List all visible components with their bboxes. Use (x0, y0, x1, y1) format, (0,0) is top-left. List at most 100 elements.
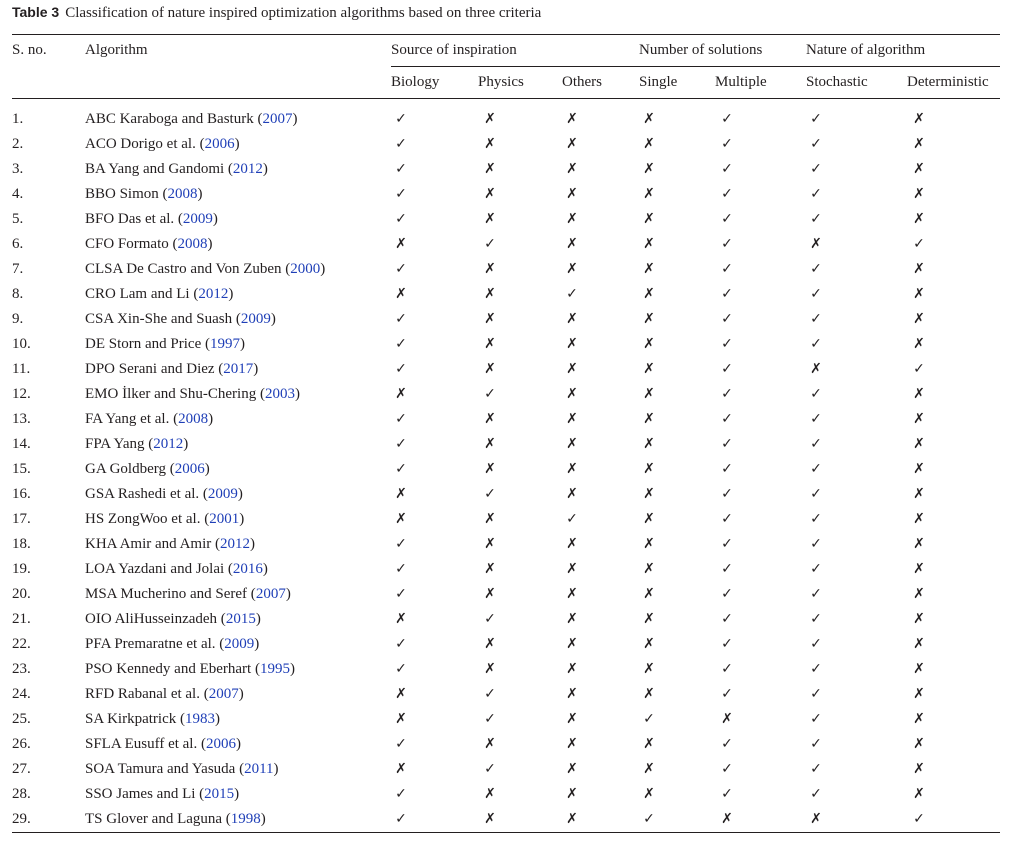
cell-stochastic: ✗ (806, 232, 907, 257)
cell-physics: ✓ (478, 232, 562, 257)
cell-deterministic: ✗ (907, 432, 1000, 457)
citation-year-link[interactable]: 2006 (204, 136, 235, 152)
citation-year-link[interactable]: 1995 (259, 661, 290, 677)
cell-stochastic: ✗ (806, 357, 907, 382)
citation-year-link[interactable]: 1983 (184, 711, 215, 727)
citation-year-link[interactable]: 2012 (232, 161, 263, 177)
cell-multiple: ✓ (715, 307, 806, 332)
citation-year-link[interactable]: 2012 (198, 286, 229, 302)
check-mark-icon: ✓ (395, 186, 407, 202)
algorithm-cell: ACO Dorigo et al. (2006) (85, 132, 391, 157)
cell-multiple: ✓ (715, 607, 806, 632)
table-row: 8. CRO Lam and Li (2012) ✗ ✗ ✓ ✗ ✓ ✓ ✗ (12, 282, 1000, 307)
cross-mark-icon: ✗ (484, 636, 496, 652)
row-number: 11. (12, 361, 31, 377)
cell-deterministic: ✗ (907, 707, 1000, 732)
citation-year-link[interactable]: 2011 (244, 761, 274, 777)
cell-multiple: ✓ (715, 457, 806, 482)
cross-mark-icon: ✗ (484, 361, 496, 377)
citation-year-link[interactable]: 2016 (232, 561, 263, 577)
check-mark-icon: ✓ (395, 736, 407, 752)
row-number: 7. (12, 261, 24, 277)
algorithm-name: SSO James and Li ( (85, 786, 205, 802)
cross-mark-icon: ✗ (913, 261, 925, 277)
cell-stochastic: ✓ (806, 582, 907, 607)
algorithm-cell: ABC Karaboga and Basturk (2007) (85, 99, 391, 133)
algorithm-cell: DPO Serani and Diez (2017) (85, 357, 391, 382)
cross-mark-icon: ✗ (484, 311, 496, 327)
citation-year-link[interactable]: 2008 (177, 236, 208, 252)
algorithm-cell: BFO Das et al. (2009) (85, 207, 391, 232)
table-label: Table 3 (12, 4, 60, 20)
citation-year-link[interactable]: 2009 (240, 311, 271, 327)
citation-year-link[interactable]: 2006 (174, 461, 205, 477)
citation-year-link[interactable]: 2006 (205, 736, 236, 752)
citation-year-link[interactable]: 2007 (208, 686, 239, 702)
citation-close: ) (262, 161, 268, 177)
cross-mark-icon: ✗ (643, 586, 655, 602)
table-row: 20. MSA Mucherino and Seref (2007) ✓ ✗ ✗ ✗ ✓ ✓ ✗ (12, 582, 1000, 607)
table-row: 4. BBO Simon (2008) ✓ ✗ ✗ ✗ ✓ ✓ ✗ (12, 182, 1000, 207)
citation-year-link[interactable]: 2001 (209, 511, 240, 527)
check-mark-icon: ✓ (721, 636, 733, 652)
cross-mark-icon: ✗ (566, 561, 578, 577)
algorithm-name: DPO Serani and Diez ( (85, 361, 224, 377)
check-mark-icon: ✓ (395, 561, 407, 577)
cell-multiple: ✓ (715, 382, 806, 407)
table-row: 10. DE Storn and Price (1997) ✓ ✗ ✗ ✗ ✓ ✓ ✗ (12, 332, 1000, 357)
citation-year-link[interactable]: 1998 (230, 811, 261, 827)
check-mark-icon: ✓ (810, 586, 822, 602)
citation-year-link[interactable]: 2017 (223, 361, 254, 377)
citation-year-link[interactable]: 2000 (290, 261, 321, 277)
check-mark-icon: ✓ (721, 161, 733, 177)
table-row: 9. CSA Xin-She and Suash (2009) ✓ ✗ ✗ ✗ ✓ ✓ ✗ (12, 307, 1000, 332)
citation-year-link[interactable]: 2012 (220, 536, 250, 552)
citation-year-link[interactable]: 2015 (204, 786, 235, 802)
cell-single: ✗ (639, 332, 715, 357)
citation-year-link[interactable]: 2009 (207, 486, 238, 502)
citation-year-link[interactable]: 2015 (225, 611, 256, 627)
cross-mark-icon: ✗ (566, 161, 578, 177)
cross-mark-icon: ✗ (913, 686, 925, 702)
citation-close: ) (204, 461, 210, 477)
citation-year-link[interactable]: 2009 (182, 211, 213, 227)
header-group-source: Source of inspiration (391, 34, 639, 67)
citation-close: ) (320, 261, 326, 277)
cell-deterministic: ✗ (907, 632, 1000, 657)
cell-others: ✗ (562, 557, 639, 582)
citation-year-link[interactable]: 2008 (178, 411, 209, 427)
cell-stochastic: ✓ (806, 732, 907, 757)
row-number: 8. (12, 286, 24, 302)
table-title: Classification of nature inspired optimi… (65, 5, 542, 21)
citation-year-link[interactable]: 2008 (167, 186, 198, 202)
check-mark-icon: ✓ (395, 461, 407, 477)
table-row: 18. KHA Amir and Amir (2012) ✓ ✗ ✗ ✗ ✓ ✓ ✗ (12, 532, 1000, 557)
cell-stochastic: ✓ (806, 507, 907, 532)
check-mark-icon: ✓ (721, 511, 733, 527)
cell-multiple: ✓ (715, 782, 806, 807)
row-number: 16. (12, 486, 31, 502)
citation-close: ) (292, 111, 298, 127)
cross-mark-icon: ✗ (484, 586, 496, 602)
cross-mark-icon: ✗ (643, 111, 655, 127)
check-mark-icon: ✓ (484, 386, 496, 402)
cross-mark-icon: ✗ (643, 761, 655, 777)
citation-year-link[interactable]: 2007 (255, 586, 286, 602)
cell-deterministic: ✓ (907, 357, 1000, 382)
table-row: 16. GSA Rashedi et al. (2009) ✗ ✓ ✗ ✗ ✓ ✓ ✗ (12, 482, 1000, 507)
check-mark-icon: ✓ (810, 486, 822, 502)
cell-deterministic: ✗ (907, 482, 1000, 507)
table-row: 17. HS ZongWoo et al. (2001) ✗ ✗ ✓ ✗ ✓ ✓ ✗ (12, 507, 1000, 532)
cell-stochastic: ✓ (806, 707, 907, 732)
header-single: Single (639, 74, 678, 90)
citation-year-link[interactable]: 2003 (264, 386, 295, 402)
citation-year-link[interactable]: 1997 (209, 336, 240, 352)
cell-others: ✗ (562, 482, 639, 507)
cross-mark-icon: ✗ (913, 311, 925, 327)
citation-year-link[interactable]: 2009 (224, 636, 255, 652)
cross-mark-icon: ✗ (913, 461, 925, 477)
table-row: 5. BFO Das et al. (2009) ✓ ✗ ✗ ✗ ✓ ✓ ✗ (12, 207, 1000, 232)
cell-deterministic: ✗ (907, 207, 1000, 232)
citation-year-link[interactable]: 2012 (153, 436, 184, 452)
citation-year-link[interactable]: 2007 (262, 111, 293, 127)
